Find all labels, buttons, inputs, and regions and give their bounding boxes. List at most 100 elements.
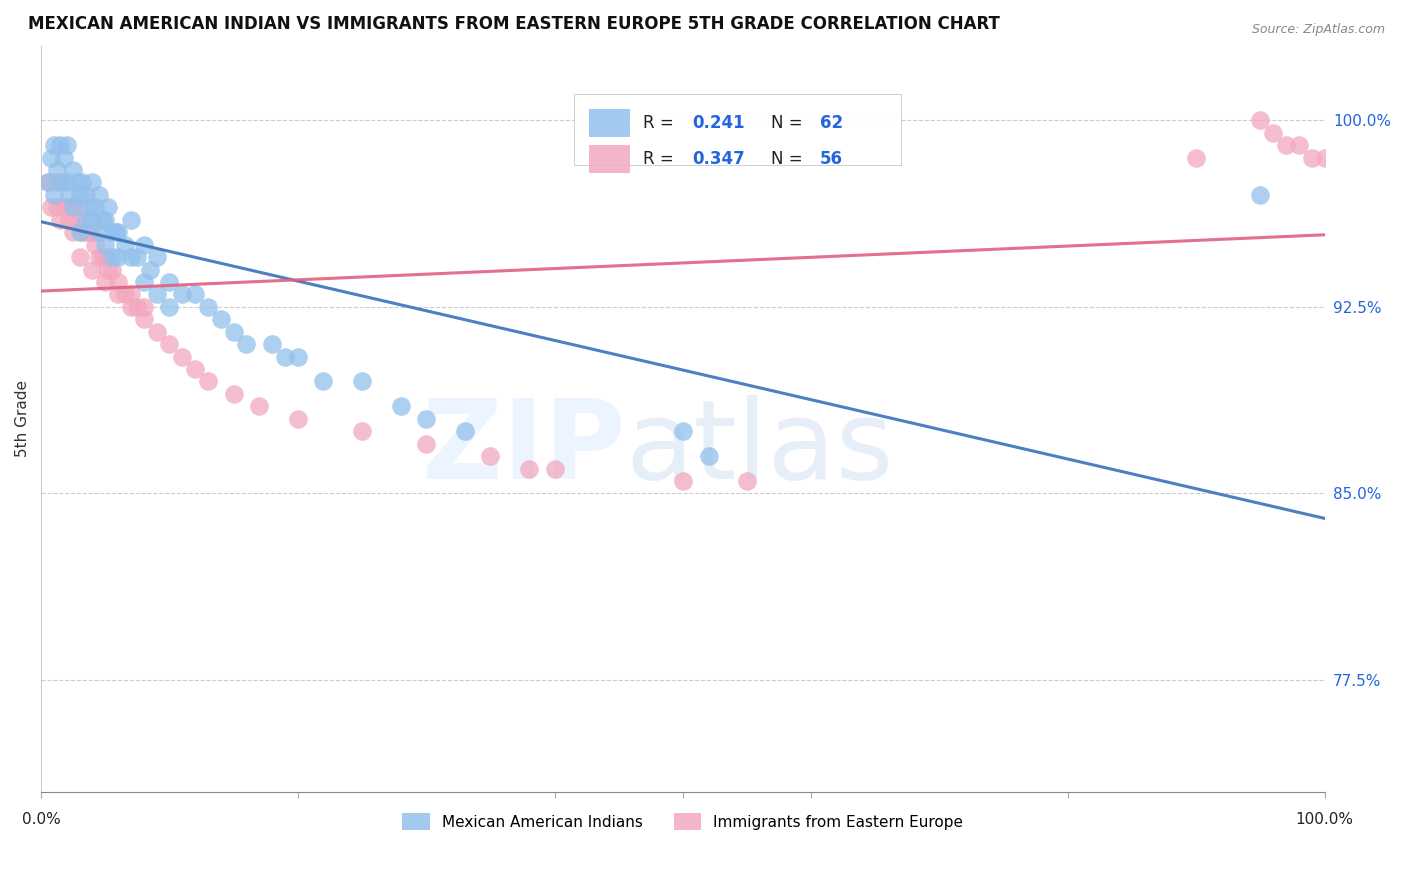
- Point: [62, 200, 84, 214]
- Point: [42, 188, 65, 202]
- Point: [350, 424, 373, 438]
- Point: [145, 250, 167, 264]
- Point: [45, 163, 67, 178]
- Text: MEXICAN AMERICAN INDIAN VS IMMIGRANTS FROM EASTERN EUROPE 5TH GRADE CORRELATION : MEXICAN AMERICAN INDIAN VS IMMIGRANTS FR…: [28, 15, 1000, 33]
- Point: [94, 275, 117, 289]
- Point: [37, 176, 59, 190]
- Point: [132, 300, 155, 314]
- FancyBboxPatch shape: [574, 95, 901, 165]
- Point: [53, 151, 76, 165]
- Point: [120, 250, 142, 264]
- Point: [120, 212, 142, 227]
- Point: [69, 250, 91, 264]
- Point: [69, 225, 91, 239]
- Point: [132, 312, 155, 326]
- Point: [287, 350, 309, 364]
- Point: [49, 138, 72, 153]
- Point: [87, 250, 110, 264]
- Point: [197, 300, 219, 314]
- Point: [543, 461, 565, 475]
- Point: [42, 176, 65, 190]
- Point: [41, 151, 63, 165]
- Text: atlas: atlas: [626, 395, 894, 502]
- Point: [69, 188, 91, 202]
- Point: [120, 300, 142, 314]
- Point: [312, 375, 335, 389]
- Point: [1250, 188, 1272, 202]
- Text: R =: R =: [643, 150, 679, 168]
- Point: [55, 138, 77, 153]
- Text: R =: R =: [643, 114, 679, 132]
- Bar: [589, 109, 630, 137]
- Point: [172, 350, 194, 364]
- Text: 0.0%: 0.0%: [21, 812, 60, 827]
- Point: [87, 225, 110, 239]
- Point: [114, 287, 136, 301]
- Point: [222, 387, 245, 401]
- Point: [91, 212, 114, 227]
- Point: [82, 176, 104, 190]
- Point: [184, 362, 207, 376]
- Text: N =: N =: [772, 150, 808, 168]
- Point: [82, 212, 104, 227]
- Point: [139, 262, 162, 277]
- Point: [159, 337, 181, 351]
- Text: Source: ZipAtlas.com: Source: ZipAtlas.com: [1251, 23, 1385, 37]
- Point: [209, 312, 232, 326]
- Point: [247, 400, 270, 414]
- Point: [49, 176, 72, 190]
- Point: [145, 325, 167, 339]
- Point: [58, 212, 80, 227]
- Point: [1288, 138, 1310, 153]
- Point: [37, 176, 59, 190]
- Point: [1275, 138, 1298, 153]
- Point: [287, 412, 309, 426]
- Point: [62, 200, 84, 214]
- Point: [79, 225, 101, 239]
- Point: [350, 375, 373, 389]
- Point: [94, 250, 117, 264]
- Point: [53, 200, 76, 214]
- Point: [1313, 151, 1336, 165]
- Text: N =: N =: [772, 114, 808, 132]
- Point: [55, 176, 77, 190]
- Point: [389, 400, 412, 414]
- Bar: [589, 145, 630, 173]
- Point: [262, 337, 284, 351]
- Point: [1185, 151, 1208, 165]
- Text: 0.347: 0.347: [692, 150, 745, 168]
- Point: [127, 250, 149, 264]
- Point: [197, 375, 219, 389]
- Point: [107, 225, 129, 239]
- Point: [235, 337, 257, 351]
- Point: [517, 461, 540, 475]
- Point: [415, 436, 437, 450]
- Point: [274, 350, 297, 364]
- Point: [97, 200, 120, 214]
- Point: [159, 275, 181, 289]
- Point: [97, 262, 120, 277]
- Text: 56: 56: [820, 150, 844, 168]
- Point: [114, 237, 136, 252]
- Point: [672, 474, 695, 488]
- Text: 62: 62: [820, 114, 844, 132]
- Point: [84, 200, 107, 214]
- Point: [49, 212, 72, 227]
- Point: [454, 424, 477, 438]
- Point: [104, 225, 127, 239]
- Point: [70, 176, 93, 190]
- Point: [1263, 126, 1285, 140]
- Point: [49, 176, 72, 190]
- Point: [58, 188, 80, 202]
- Y-axis label: 5th Grade: 5th Grade: [15, 380, 30, 458]
- Point: [41, 200, 63, 214]
- Point: [172, 287, 194, 301]
- Point: [127, 300, 149, 314]
- Point: [75, 212, 97, 227]
- Point: [1301, 151, 1323, 165]
- Point: [87, 188, 110, 202]
- Point: [107, 287, 129, 301]
- Point: [100, 250, 122, 264]
- Text: ZIP: ZIP: [422, 395, 626, 502]
- Point: [479, 449, 502, 463]
